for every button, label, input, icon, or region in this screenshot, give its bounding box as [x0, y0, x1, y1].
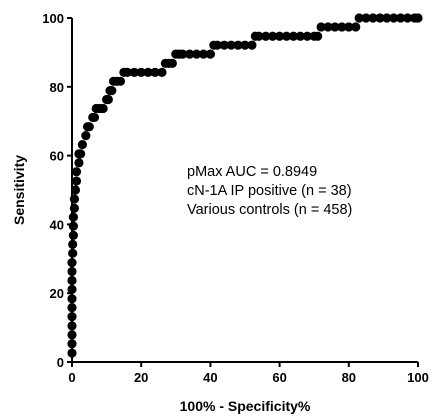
annotation-3: Various controls (n = 458) — [187, 202, 352, 218]
data-point — [268, 31, 278, 41]
data-point — [67, 294, 77, 304]
x-tick-label: 20 — [134, 370, 148, 385]
x-tick-label: 100 — [407, 370, 429, 385]
y-tick-label: 20 — [50, 286, 64, 301]
data-point — [67, 330, 77, 340]
x-tick-label: 80 — [342, 370, 356, 385]
data-point — [122, 67, 132, 77]
data-point — [136, 67, 146, 77]
data-point — [67, 303, 77, 313]
data-point — [302, 31, 312, 41]
data-point — [403, 13, 413, 23]
data-point — [219, 40, 229, 50]
data-point — [76, 149, 86, 159]
data-point — [361, 13, 371, 23]
data-point — [330, 22, 340, 32]
data-point — [70, 185, 81, 195]
data-point — [288, 31, 299, 41]
data-point — [157, 67, 167, 77]
data-point — [68, 230, 78, 241]
data-point — [275, 31, 285, 41]
data-point — [67, 266, 77, 277]
data-point — [68, 221, 78, 231]
data-point — [67, 339, 77, 349]
data-point — [389, 13, 399, 23]
y-tick-label: 0 — [57, 355, 64, 370]
x-axis-title: 100% - Specificity% — [180, 398, 311, 414]
data-point — [382, 13, 392, 23]
data-point — [103, 94, 113, 105]
data-point — [261, 31, 271, 41]
data-point — [89, 112, 100, 123]
data-point — [313, 31, 323, 41]
data-point — [351, 22, 361, 32]
data-point — [233, 40, 243, 50]
data-point — [281, 31, 292, 41]
data-points — [67, 13, 423, 358]
data-point — [67, 321, 77, 331]
data-point — [375, 13, 385, 23]
data-point — [71, 167, 82, 177]
data-point — [316, 22, 326, 32]
data-point — [254, 31, 264, 41]
data-point — [240, 40, 250, 50]
data-point — [81, 131, 91, 141]
data-point — [323, 22, 333, 32]
y-tick-label: 40 — [50, 217, 64, 232]
data-point — [115, 76, 126, 86]
labels: 0 20 40 60 80 100 0 20 40 60 80 100 100% - Specifici… — [11, 11, 429, 414]
annotation-2: cN-1A IP positive (n = 38) — [187, 183, 352, 199]
data-point — [67, 275, 77, 286]
data-point — [129, 67, 139, 77]
data-point — [68, 212, 78, 222]
data-point — [107, 85, 117, 96]
data-point — [295, 31, 305, 41]
data-point — [67, 311, 77, 322]
data-point — [185, 49, 195, 59]
y-tick-label: 60 — [50, 149, 64, 164]
data-point — [77, 139, 87, 150]
data-point — [368, 13, 378, 23]
data-point — [205, 49, 215, 59]
annotation-1: pMax AUC = 0.8949 — [187, 164, 317, 180]
data-point — [143, 67, 153, 77]
y-tick-label: 100 — [42, 11, 64, 26]
data-point — [69, 194, 80, 204]
data-point — [98, 103, 108, 114]
data-point — [68, 248, 78, 258]
data-point — [71, 176, 82, 186]
y-axis-title: Sensitivity — [11, 155, 27, 225]
x-tick-label: 60 — [272, 370, 286, 385]
data-point — [396, 13, 406, 23]
data-point — [67, 348, 77, 358]
data-point — [337, 22, 347, 32]
data-point — [191, 49, 202, 59]
data-point — [84, 122, 94, 132]
data-point — [74, 158, 84, 168]
data-point — [67, 257, 77, 268]
data-point — [226, 40, 236, 50]
x-tick-label: 0 — [68, 370, 75, 385]
data-point — [354, 13, 364, 23]
data-point — [67, 284, 77, 295]
data-point — [247, 40, 257, 50]
data-point — [150, 67, 160, 77]
data-point — [344, 22, 354, 32]
data-point — [198, 49, 209, 59]
y-tick-label: 80 — [50, 80, 64, 95]
x-tick-label: 40 — [203, 370, 217, 385]
data-point — [178, 49, 188, 59]
data-point — [69, 203, 80, 213]
data-point — [167, 58, 177, 69]
data-point — [68, 239, 78, 249]
data-point — [212, 40, 222, 50]
data-point — [413, 13, 423, 23]
